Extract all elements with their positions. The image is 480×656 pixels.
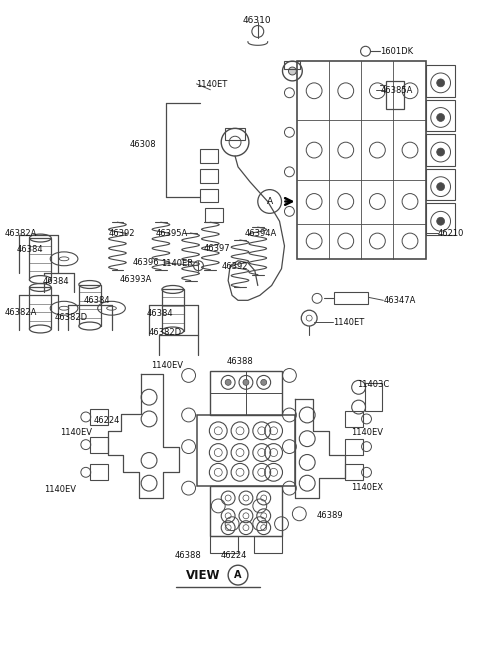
Text: 46395A: 46395A <box>156 229 188 238</box>
Text: 1140ET: 1140ET <box>333 318 364 327</box>
Text: 46388: 46388 <box>226 357 253 365</box>
Bar <box>201 189 218 203</box>
Text: 46310: 46310 <box>242 16 271 25</box>
Text: 46347A: 46347A <box>384 297 416 306</box>
Bar <box>345 411 362 427</box>
Bar <box>201 149 218 163</box>
Bar <box>426 203 456 235</box>
Text: 46385A: 46385A <box>380 86 413 95</box>
Text: 1140EV: 1140EV <box>44 485 76 494</box>
Text: 46384: 46384 <box>147 309 174 318</box>
Text: A: A <box>266 197 273 206</box>
Text: 46384: 46384 <box>84 297 110 306</box>
Text: 46308: 46308 <box>129 140 156 149</box>
Text: 46393A: 46393A <box>120 275 152 283</box>
Text: 46382D: 46382D <box>149 328 182 337</box>
Bar <box>201 169 218 183</box>
Text: 46224: 46224 <box>220 552 247 560</box>
Text: 1140EV: 1140EV <box>151 361 183 369</box>
Ellipse shape <box>29 325 51 333</box>
Bar <box>345 439 362 455</box>
Bar <box>297 61 426 259</box>
Text: 1140EX: 1140EX <box>351 483 383 492</box>
Bar <box>90 409 108 425</box>
Bar <box>90 437 108 453</box>
Circle shape <box>243 379 249 385</box>
Bar <box>90 464 108 480</box>
Text: 46382A: 46382A <box>5 308 37 318</box>
Bar <box>210 535 238 554</box>
Bar <box>29 287 51 329</box>
Text: 46382A: 46382A <box>5 229 37 238</box>
Text: 46389: 46389 <box>317 511 344 520</box>
Text: 46392: 46392 <box>221 262 248 271</box>
Text: 46388: 46388 <box>175 552 202 560</box>
Ellipse shape <box>29 276 51 283</box>
Bar <box>364 383 383 411</box>
Text: VIEW: VIEW <box>186 569 220 582</box>
Bar <box>386 81 404 109</box>
Bar <box>426 65 456 96</box>
Text: 11403C: 11403C <box>357 380 389 390</box>
Text: 46384: 46384 <box>17 245 43 254</box>
Text: A: A <box>234 570 242 580</box>
Bar <box>334 293 369 304</box>
Text: 1140ET: 1140ET <box>196 80 228 89</box>
Bar <box>210 486 281 535</box>
Bar <box>210 371 281 415</box>
Text: 1140ER: 1140ER <box>161 259 193 268</box>
Bar <box>345 464 362 480</box>
Bar <box>254 535 281 554</box>
Text: 1140EV: 1140EV <box>351 428 383 437</box>
Bar <box>29 238 51 279</box>
Ellipse shape <box>162 327 184 335</box>
Circle shape <box>437 183 444 191</box>
Ellipse shape <box>79 322 101 330</box>
Circle shape <box>437 217 444 225</box>
Circle shape <box>437 79 444 87</box>
Circle shape <box>225 379 231 385</box>
Bar <box>426 169 456 201</box>
Text: 1601DK: 1601DK <box>380 47 413 56</box>
Text: 46397: 46397 <box>204 244 230 253</box>
Circle shape <box>261 379 267 385</box>
Circle shape <box>437 148 444 156</box>
Circle shape <box>288 67 296 75</box>
Text: 46392: 46392 <box>108 229 135 238</box>
Bar <box>79 285 101 326</box>
Text: 46382D: 46382D <box>54 313 87 322</box>
Bar <box>285 61 300 69</box>
Bar <box>205 209 223 222</box>
Text: 46210: 46210 <box>438 229 464 238</box>
Text: 46384: 46384 <box>42 277 69 285</box>
Bar <box>426 134 456 166</box>
Text: 46394A: 46394A <box>245 229 277 238</box>
Text: 1140EV: 1140EV <box>60 428 92 437</box>
Text: 46224: 46224 <box>94 416 120 425</box>
Bar <box>225 129 245 140</box>
Text: 46396: 46396 <box>132 258 159 267</box>
Circle shape <box>437 113 444 121</box>
Bar <box>162 289 184 331</box>
Bar <box>426 100 456 131</box>
Bar <box>196 415 295 486</box>
